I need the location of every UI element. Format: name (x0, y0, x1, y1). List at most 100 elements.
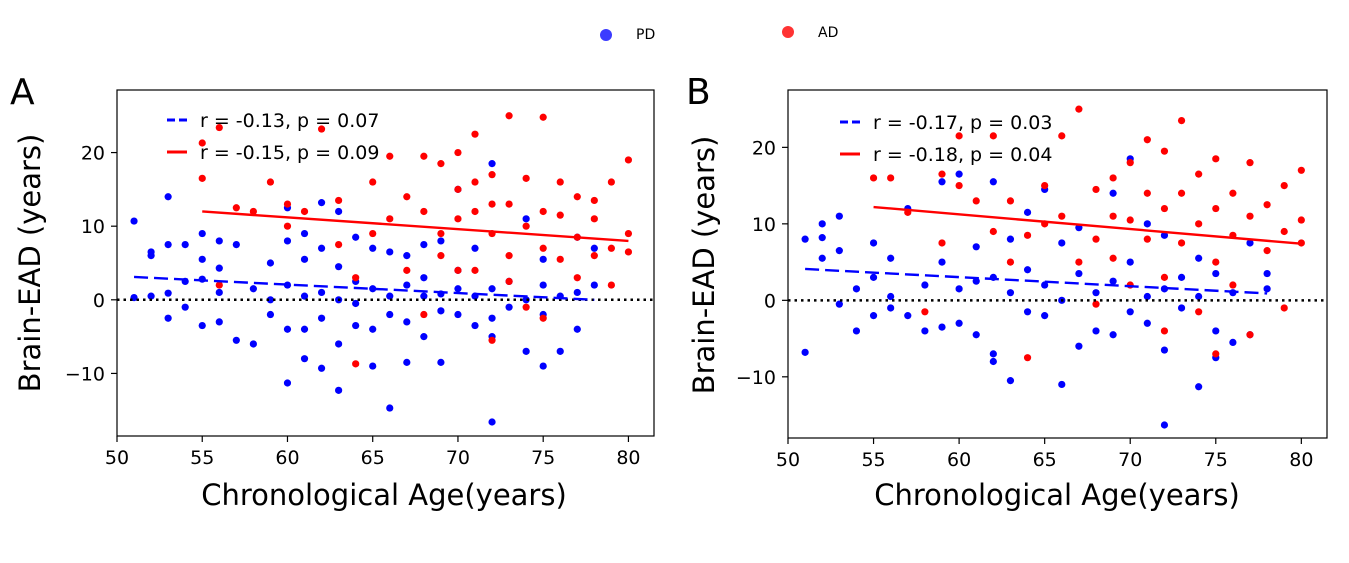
ad-point (624, 248, 633, 256)
pd-point (232, 240, 240, 249)
pd-point (147, 248, 155, 256)
pd-point (403, 358, 411, 366)
ad-point (624, 156, 633, 164)
ad-point (590, 215, 598, 223)
pd-point (317, 314, 326, 322)
y-axis-label: Brain-EAD (years) (13, 134, 47, 393)
pd-point (522, 347, 530, 355)
pd-point (989, 178, 997, 186)
ad-point (1280, 227, 1288, 236)
ad-point (989, 132, 997, 140)
legend-label-ad: AD (818, 25, 838, 41)
pd-point (147, 292, 155, 300)
ad-point (283, 222, 292, 230)
ad-point (1109, 212, 1117, 220)
pd-point (266, 310, 275, 319)
ad-point (335, 240, 343, 249)
ad-point (1023, 231, 1032, 239)
ad-point (556, 178, 564, 186)
pd-point (420, 292, 428, 300)
pd-point (300, 255, 309, 263)
pd-point (369, 362, 377, 370)
pd-point (1177, 273, 1186, 281)
pd-point (488, 314, 496, 322)
ad-point (1195, 308, 1203, 316)
pd-point (300, 325, 309, 333)
ad-point (1160, 147, 1169, 155)
pd-point (1023, 208, 1032, 216)
ad-point (539, 244, 547, 252)
ad-point (1246, 159, 1254, 167)
ad-point (1280, 304, 1288, 312)
pd-point (283, 379, 292, 387)
pd-point (1126, 308, 1134, 316)
pd-point (869, 312, 878, 320)
ad-point (1023, 354, 1032, 362)
ad-point (369, 178, 377, 186)
ad-point (420, 310, 428, 319)
pd-point (818, 220, 826, 228)
pd-point (1092, 289, 1100, 297)
pd-point (164, 240, 172, 249)
top-legend: PD AD (600, 25, 838, 43)
x-tick-label: 65 (361, 447, 385, 469)
x-tick-label: 75 (531, 447, 555, 469)
ad-point (1229, 189, 1237, 197)
pd-point (1160, 231, 1169, 239)
pd-point (181, 303, 189, 311)
ad-point (403, 193, 411, 201)
ad-point (1126, 159, 1134, 167)
ad-point (1126, 216, 1134, 224)
pd-point (1075, 269, 1083, 278)
pd-point (539, 255, 547, 263)
ad-point (522, 222, 530, 230)
ad-point (573, 193, 581, 201)
pd-point (283, 325, 292, 333)
ad-point (1160, 204, 1169, 213)
pd-point (801, 235, 809, 243)
pd-point (989, 357, 997, 366)
y-tick-label: −10 (736, 367, 776, 389)
pd-point (352, 299, 360, 308)
pd-point (300, 229, 309, 238)
pd-point (904, 312, 912, 320)
pd-point (539, 281, 547, 289)
pd-fit-line (805, 267, 1268, 295)
pd-point (818, 234, 826, 242)
pd-point (573, 325, 581, 333)
pd-point (335, 386, 343, 394)
pd-point (454, 285, 462, 293)
ad-point (488, 336, 496, 344)
pd-point (266, 296, 275, 304)
ad-point (369, 229, 377, 238)
pd-point (972, 331, 980, 339)
pd-point (198, 255, 206, 263)
pd-point (386, 248, 394, 256)
x-tick-label: 60 (947, 449, 971, 471)
ad-point (283, 200, 292, 208)
ad-point (454, 266, 462, 274)
ad-point (955, 182, 963, 190)
ad-point (454, 215, 462, 223)
ad-point (1280, 182, 1288, 190)
ad-point (1092, 300, 1100, 308)
ad-point (420, 152, 428, 160)
pd-point (215, 237, 223, 245)
pd-point (317, 364, 326, 372)
legend-marker-ad (782, 26, 794, 38)
pd-point (1109, 331, 1117, 339)
pd-point (335, 340, 343, 348)
pd-point (386, 404, 394, 412)
ad-point (573, 274, 581, 282)
ad-point (1212, 155, 1220, 163)
ad-point (1160, 273, 1169, 281)
pd-point (403, 318, 411, 326)
pd-point (1006, 377, 1015, 385)
ad-point (1075, 105, 1083, 113)
pd-point (573, 288, 581, 297)
pd-point (556, 347, 564, 355)
annotation-legend-b: r = -0.17, p = 0.03 r = -0.18, p = 0.04 (840, 112, 1052, 166)
ad-point (505, 277, 513, 286)
ad-point (437, 229, 445, 238)
ad-point (386, 152, 394, 160)
